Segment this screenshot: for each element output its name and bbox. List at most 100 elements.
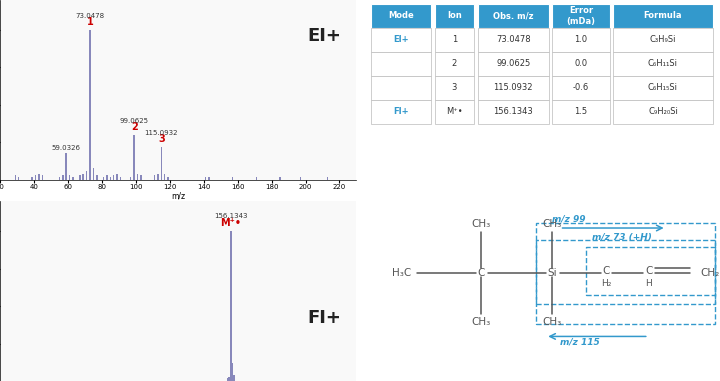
Bar	[477, 4, 549, 28]
Bar	[552, 52, 610, 76]
Bar	[552, 100, 610, 124]
Bar	[613, 52, 713, 76]
Text: 59.0326: 59.0326	[52, 144, 81, 150]
Text: CH₃: CH₃	[543, 317, 562, 327]
Bar	[371, 52, 431, 76]
Bar	[613, 28, 713, 52]
Text: Formula: Formula	[644, 11, 683, 20]
Text: H: H	[645, 279, 652, 288]
Text: 99.0625: 99.0625	[496, 59, 531, 68]
Text: C₆H₁₁Si: C₆H₁₁Si	[648, 59, 678, 68]
Text: M⁺•: M⁺•	[220, 218, 242, 228]
Text: Obs. m/z: Obs. m/z	[493, 11, 534, 20]
Text: H₃C: H₃C	[392, 267, 412, 278]
Text: C: C	[477, 267, 485, 278]
Text: 115.0932: 115.0932	[145, 130, 178, 136]
Bar	[613, 4, 713, 28]
Bar	[435, 52, 474, 76]
Text: 1.5: 1.5	[575, 107, 588, 117]
Bar	[233, 375, 235, 381]
Text: 99.0625: 99.0625	[120, 118, 149, 123]
Bar	[72, 177, 73, 180]
Text: C₃H₉Si: C₃H₉Si	[649, 35, 676, 44]
Text: C: C	[602, 266, 610, 276]
Text: 73.0478: 73.0478	[496, 35, 531, 44]
Bar	[161, 147, 162, 180]
Bar	[117, 174, 118, 180]
Text: FI+: FI+	[307, 309, 341, 327]
Bar	[93, 168, 94, 180]
Bar	[167, 177, 168, 180]
Bar	[109, 177, 111, 180]
Text: 3: 3	[451, 83, 457, 93]
Text: Si: Si	[548, 267, 557, 278]
Text: 0.0: 0.0	[575, 59, 588, 68]
Bar	[232, 177, 233, 180]
Bar	[89, 30, 91, 180]
Text: FI+: FI+	[393, 107, 409, 117]
Text: CH₃: CH₃	[543, 219, 562, 229]
Bar	[371, 76, 431, 100]
Text: m/z 73 (+H): m/z 73 (+H)	[592, 233, 652, 242]
Bar	[228, 376, 230, 381]
Bar	[371, 4, 431, 28]
Text: 2: 2	[131, 122, 138, 132]
Text: 3: 3	[158, 134, 165, 144]
Bar	[66, 153, 67, 180]
Bar	[552, 28, 610, 52]
Text: Error
(mDa): Error (mDa)	[567, 6, 595, 26]
Bar	[82, 174, 84, 180]
Bar	[477, 76, 549, 100]
Bar	[137, 174, 138, 180]
Bar	[208, 177, 210, 180]
Bar	[96, 175, 97, 180]
Text: m/z 99: m/z 99	[552, 215, 586, 224]
X-axis label: m/z: m/z	[171, 191, 185, 200]
Text: 156.1343: 156.1343	[493, 107, 533, 117]
Text: CH₃: CH₃	[472, 317, 491, 327]
Text: CH₂: CH₂	[701, 267, 720, 278]
Bar	[552, 76, 610, 100]
Bar	[133, 135, 135, 180]
Bar	[232, 363, 233, 381]
Bar	[536, 240, 715, 304]
Bar	[327, 177, 328, 180]
Text: 73.0478: 73.0478	[76, 13, 104, 19]
Text: 1.0: 1.0	[575, 35, 588, 44]
Bar	[35, 175, 37, 180]
Text: 115.0932: 115.0932	[493, 83, 533, 93]
Bar	[79, 175, 81, 180]
Bar	[103, 177, 104, 180]
Text: 1: 1	[452, 35, 457, 44]
Bar	[153, 175, 156, 180]
Bar	[62, 175, 63, 180]
Text: -0.6: -0.6	[573, 83, 589, 93]
Bar	[552, 4, 610, 28]
Text: C₆H₁₅Si: C₆H₁₅Si	[648, 83, 678, 93]
Bar	[204, 177, 206, 180]
Text: 1: 1	[86, 17, 94, 27]
Bar	[42, 175, 43, 180]
Bar	[435, 76, 474, 100]
Bar	[38, 174, 40, 180]
Text: C: C	[645, 266, 652, 276]
Bar	[477, 28, 549, 52]
Bar	[477, 100, 549, 124]
Bar	[14, 175, 16, 180]
Text: 156.1343: 156.1343	[215, 213, 248, 219]
Bar	[435, 100, 474, 124]
Bar	[69, 175, 71, 180]
Bar	[435, 28, 474, 52]
Bar	[140, 175, 142, 180]
Bar	[586, 247, 715, 296]
Bar	[613, 100, 713, 124]
Bar	[477, 52, 549, 76]
Text: Ion: Ion	[447, 11, 462, 20]
Bar	[300, 177, 301, 180]
Bar	[371, 28, 431, 52]
Bar	[613, 76, 713, 100]
Text: M⁺•: M⁺•	[446, 107, 463, 117]
Text: 2: 2	[452, 59, 457, 68]
Bar	[157, 174, 158, 180]
Text: EI+: EI+	[307, 27, 341, 45]
